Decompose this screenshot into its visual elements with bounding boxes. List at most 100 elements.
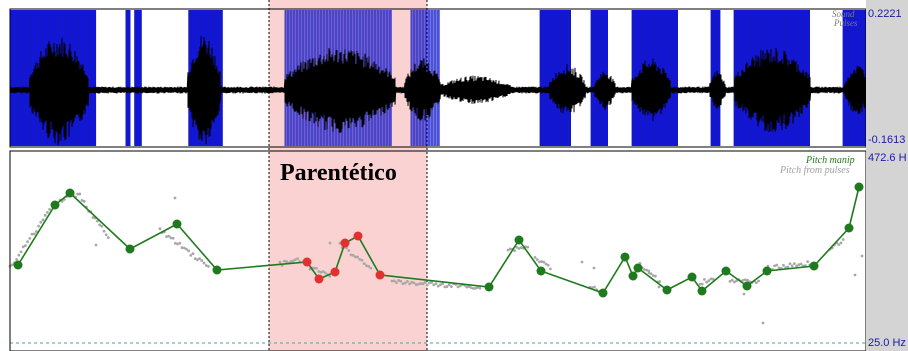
pitch-point-selected[interactable]: [330, 267, 340, 277]
pitch-pulse-dot: [403, 281, 407, 285]
pitch-pulse-dot: [406, 279, 409, 283]
pitch-pulse-dot: [744, 278, 747, 282]
pitch-pulse-dot: [467, 285, 471, 288]
pitch-point[interactable]: [844, 223, 854, 233]
pitch-pulse-dot: [367, 265, 370, 268]
pitch-pulse-dot: [506, 248, 510, 252]
pitch-pulse-dot: [176, 242, 180, 246]
pitch-point-selected[interactable]: [340, 238, 350, 248]
pitch-point[interactable]: [65, 188, 75, 198]
pitch-point[interactable]: [620, 252, 630, 262]
pitch-pulse-dot: [469, 286, 473, 290]
pitch-pulse-dot: [167, 234, 171, 238]
pitch-point[interactable]: [13, 260, 23, 270]
pitch-pulse-dot: [321, 270, 325, 273]
pitch-point-selected[interactable]: [353, 231, 363, 241]
pitch-point-selected[interactable]: [314, 274, 324, 284]
pitch-pulse-dot: [91, 216, 95, 219]
pitch-pulse-dot: [445, 285, 449, 288]
pitch-pulse-dot: [399, 279, 403, 283]
pitch-point[interactable]: [50, 200, 60, 210]
pitch-pulse-dot: [860, 254, 864, 258]
pitch-pulse-dot: [793, 262, 796, 266]
pitch-pulse-dot: [806, 260, 809, 264]
pitch-point[interactable]: [762, 266, 772, 276]
pitch-pulse-dot: [397, 278, 400, 282]
pitch-pulse-dot: [795, 264, 798, 268]
pitch-pulse-dot: [837, 243, 841, 247]
pitch-point[interactable]: [854, 182, 864, 192]
pitch-pulse-dot: [790, 264, 794, 268]
pitch-point[interactable]: [484, 282, 494, 292]
pitch-point[interactable]: [662, 285, 672, 295]
pitch-frame: [9, 150, 867, 351]
pitch-manip-points[interactable]: [13, 182, 864, 298]
pitch-pulse-dot: [102, 229, 106, 233]
pitch-pulse-dot: [709, 277, 713, 281]
pitch-panel[interactable]: [8, 150, 867, 351]
pitch-pulse-dot: [319, 270, 323, 274]
pitch-pulse-dot: [46, 211, 49, 214]
pitch-pulse-dot: [15, 257, 18, 261]
pitch-point[interactable]: [687, 272, 697, 282]
pitch-point[interactable]: [633, 263, 643, 273]
pitch-pulse-dot: [533, 256, 537, 259]
pitch-point[interactable]: [536, 266, 546, 276]
pitch-pulse-dot: [777, 266, 781, 270]
pitch-pulse-dot: [173, 196, 177, 200]
pitch-pulse-dot: [41, 218, 45, 222]
pitch-pulse-dot: [755, 281, 758, 285]
pitch-pulse-dot: [291, 259, 295, 263]
pitch-pulse-dot: [107, 236, 110, 239]
pitch-pulse-dot: [542, 260, 546, 264]
pitch-pulse-dot: [294, 258, 297, 261]
pitch-point[interactable]: [125, 244, 135, 254]
pitch-pulse-dot: [189, 253, 193, 257]
pitch-pulse-dot: [643, 268, 646, 271]
pitch-pulse-dot: [517, 247, 521, 250]
pitch-pulse-dot: [436, 284, 440, 288]
pitch-point[interactable]: [172, 219, 182, 229]
pitch-pulse-dot: [358, 257, 362, 261]
pitch-pulse-dot: [472, 287, 475, 290]
pitch-point[interactable]: [514, 235, 524, 245]
pitch-point-selected[interactable]: [302, 257, 312, 267]
pitch-pulse-dot: [158, 227, 162, 231]
pitch-pulse-dot: [773, 264, 776, 268]
pitch-pulse-dot: [98, 223, 101, 227]
pitch-point[interactable]: [628, 271, 638, 281]
pitch-pulse-dot: [711, 277, 715, 281]
pitch-point[interactable]: [721, 266, 731, 276]
waveform-panel[interactable]: [9, 8, 871, 148]
pitch-pulse-dot: [401, 282, 405, 286]
pitch-pulse-dot: [478, 286, 482, 290]
pitch-pulse-dot: [392, 279, 396, 283]
pitch-pulse-dot: [191, 252, 195, 256]
pitch-pulse-dot: [104, 233, 108, 237]
pitch-point[interactable]: [598, 288, 608, 298]
pitch-pulse-dot: [839, 241, 843, 245]
pitch-point-selected[interactable]: [375, 270, 385, 280]
pitch-point[interactable]: [809, 261, 819, 271]
pitch-pulse-dot: [204, 264, 208, 267]
pitch-pulse-dot: [580, 260, 584, 264]
pitch-pulse-dot: [193, 257, 197, 260]
pitch-pulse-dot: [441, 282, 444, 286]
pitch-point[interactable]: [697, 286, 707, 296]
pitch-pulse-dot: [19, 250, 23, 254]
pitch-point[interactable]: [212, 265, 222, 275]
pitch-point[interactable]: [742, 281, 752, 291]
pitch-pulse-dot: [180, 246, 184, 249]
pitch-pulse-dot: [546, 263, 550, 267]
pitch-pulse-dot: [313, 266, 316, 270]
pitch-pulse-dot: [544, 262, 548, 266]
pitch-pulse-dot: [419, 282, 422, 285]
wave-min-label: -0.1613: [868, 134, 906, 146]
pitch-pulse-dot: [198, 257, 202, 261]
pitch-pulse-dot: [78, 192, 82, 196]
pitch-pulse-dot: [283, 259, 286, 263]
pitch-pulse-dot: [410, 280, 414, 284]
pitch-pulse-dot: [362, 262, 366, 265]
pitch-pulse-dot: [657, 285, 661, 289]
